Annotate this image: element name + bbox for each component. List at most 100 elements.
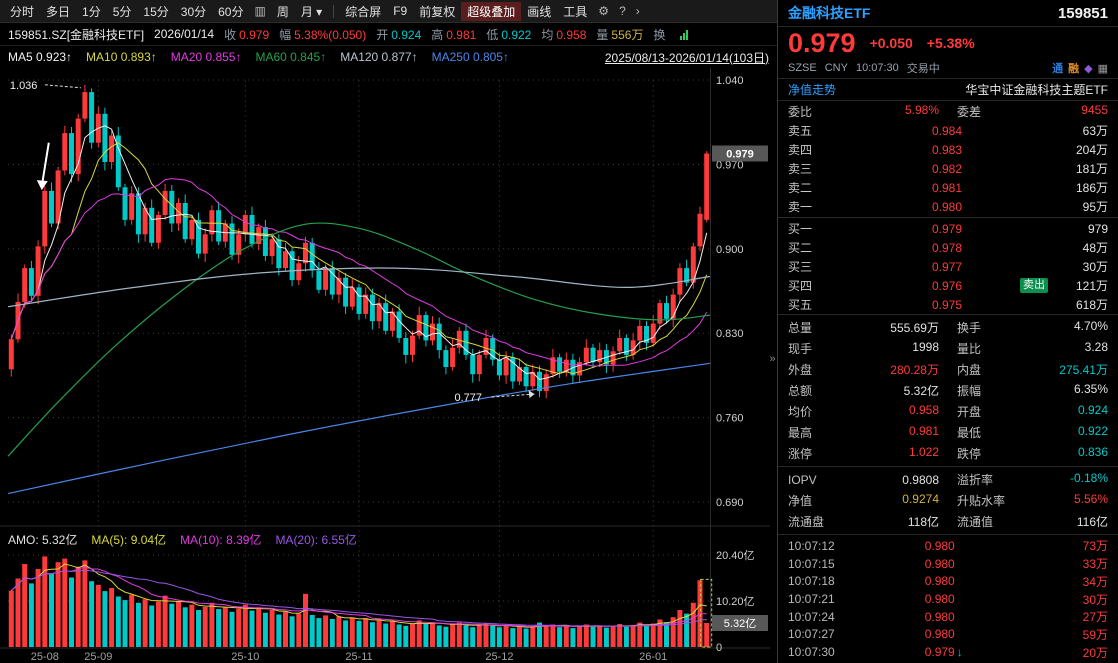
kline-period-icon[interactable]: ▥ (254, 4, 266, 18)
field-label: 量 (596, 27, 609, 42)
tick-row-0: 10:07:12 0.980 73万 (778, 537, 1118, 555)
menu-item-2[interactable]: 1分 (82, 4, 101, 19)
menu-item-14[interactable]: 超级叠加 (461, 1, 522, 21)
ob-level-label: 买一 (788, 222, 813, 236)
stat-value-总量: 555.69万 (890, 321, 939, 335)
ob-level-label: 买五 (788, 298, 813, 312)
menu-item-4[interactable]: 15分 (143, 4, 169, 19)
orderbook-ask-row-4[interactable]: 卖二 0.981 186万 (778, 178, 1118, 197)
amo-ma-label-1: MA(5): 9.04亿 (91, 532, 167, 547)
settings-gear-icon[interactable]: ⚙ (598, 4, 610, 18)
tick-row-1: 10:07:15 0.980 33万 (778, 555, 1118, 573)
menu-item-1[interactable]: 多日 (46, 4, 71, 19)
iopv-grid: IOPV 0.9808 溢折率 -0.18% 净值 0.9274 升贴水率 5.56% 流通盘 1… (778, 466, 1118, 534)
quote-info-bar: 159851.SZ[金融科技ETF] 2026/01/14 收 0.979 幅 5.3… (0, 23, 777, 46)
tick-row-2: 10:07:18 0.980 34万 (778, 572, 1118, 590)
stat-label-流通盘: 流通盘 (788, 515, 825, 529)
help-icon[interactable]: ? (619, 4, 626, 18)
collapse-panel-handle[interactable]: » (769, 353, 776, 365)
kline-chart[interactable]: 1.040 0.970 0.900 0.830 0.760 0.690 20.40亿 10.2… (0, 68, 777, 663)
orderbook-bid-row-3[interactable]: 买三 0.977 30万 (778, 257, 1118, 276)
layout-icon[interactable]: ▦ (1097, 62, 1108, 75)
stat-label-振幅: 振幅 (957, 384, 982, 398)
ob-price: 0.982 (931, 161, 962, 176)
trade-tick-list[interactable]: 10:07:12 0.980 73万 10:07:15 0.980 33万 10:07:18… (778, 534, 1118, 663)
stat-value-升贴水率: 5.56% (1073, 492, 1108, 506)
menu-item-16[interactable]: 工具 (563, 4, 588, 19)
menu-item-3[interactable]: 5分 (112, 4, 132, 19)
ob-level-label: 卖四 (788, 143, 813, 157)
orderbook-ask-row-2[interactable]: 卖四 0.983 204万 (778, 140, 1118, 159)
stat-value-量比: 3.28 (1084, 340, 1108, 354)
stat-value-振幅: 6.35% (1073, 382, 1108, 396)
orderbook-ask-row-1[interactable]: 卖五 0.984 63万 (778, 121, 1118, 140)
tick-row-3: 10:07:21 0.980 30万 (778, 590, 1118, 608)
fund-full-name: 华宝中证金融科技主题ETF (965, 83, 1108, 97)
field-value: 0.958 (556, 27, 587, 42)
field-label: 低 (486, 27, 499, 42)
menu-item-0[interactable]: 分时 (10, 4, 35, 19)
field-value: 556万 (611, 27, 644, 42)
date-range[interactable]: 2025/08/13-2026/01/14(103日) (604, 50, 769, 65)
quote-fields: 收 0.979 幅 5.38%(0.050) 开 0.924 高 0.981 低 0.922 均 0.… (224, 26, 668, 43)
ob-price: 0.983 (931, 142, 962, 157)
field-value: 5.38%(0.050) (294, 27, 367, 42)
stat-value-流通值: 116亿 (1076, 515, 1108, 529)
ob-level-label: 卖三 (788, 162, 813, 176)
kline-chart-area[interactable]: 1.040 0.970 0.900 0.830 0.760 0.690 20.40亿 10.2… (0, 68, 777, 663)
orderbook-ask-row-5[interactable]: 卖一 0.980 95万 (778, 197, 1118, 216)
stat-label-换手: 换手 (957, 321, 982, 335)
field-label: 均 (541, 27, 554, 42)
ob-price: 0.977 (931, 259, 962, 274)
tick-price: 0.980 (924, 592, 955, 607)
exchange-label: SZSE (788, 62, 817, 74)
field-value: 0.981 (446, 27, 477, 42)
weibi-value: 5.98% (904, 102, 939, 117)
stock-name[interactable]: 金融科技ETF (788, 5, 871, 21)
stock-symbol[interactable]: 159851.SZ[金融科技ETF] (8, 27, 145, 42)
tick-price: 0.980 (924, 627, 955, 642)
menu-item-9[interactable]: 月 ▾ (300, 4, 323, 19)
ob-volume: 121万 (1075, 279, 1108, 293)
menu-item-8[interactable]: 周 (276, 4, 289, 19)
stat-value-总额: 5.32亿 (903, 384, 939, 398)
quote-panel: 金融科技ETF 159851 0.979 +0.050 +5.38% SZSE … (778, 0, 1118, 663)
trading-status: 交易中 (906, 63, 940, 75)
stat-value-最高: 0.981 (908, 424, 939, 438)
ob-price: 0.980 (931, 199, 962, 214)
menu-item-12[interactable]: F9 (393, 4, 408, 18)
amo-legend: AMO: 5.32亿 MA(5): 9.04亿 MA(10): 8.39亿 MA(20… (8, 530, 357, 548)
stat-label-均价: 均价 (788, 405, 813, 419)
tick-time: 10:07:18 (788, 574, 835, 589)
ob-volume: 204万 (1075, 143, 1108, 157)
orderbook-bid-row-5[interactable]: 买五 0.975 618万 (778, 295, 1118, 314)
ma-legend-MA120: MA120 0.877↑ (340, 50, 418, 64)
quote-field-均: 均 0.958 (541, 26, 586, 43)
menu-item-15[interactable]: 画线 (527, 4, 552, 19)
stat-value-均价: 0.958 (908, 403, 939, 417)
orderbook-bid-row-2[interactable]: 买二 0.978 48万 (778, 238, 1118, 257)
svg-text:20.40亿: 20.40亿 (716, 549, 755, 562)
menu-item-5[interactable]: 30分 (180, 4, 207, 19)
menu-item-6[interactable]: 60分 (218, 4, 244, 19)
x-axis-labels: 25-08 25-09 25-10 25-11 25-12 26-01 (31, 651, 668, 663)
annotations-layer: 1.036 0.777 (10, 80, 535, 404)
tick-price: 0.980 (924, 574, 955, 589)
orderbook-bid-row-1[interactable]: 买一 0.979 979 (778, 219, 1118, 238)
weicha-label: 委差 (957, 104, 982, 119)
svg-text:0.830: 0.830 (716, 328, 744, 340)
nav-chart-link[interactable]: 净值走势 (788, 83, 837, 97)
ob-level-label: 卖二 (788, 181, 813, 195)
field-label: 高 (431, 27, 444, 42)
level2-icon[interactable]: ◆ (1084, 62, 1093, 75)
orderbook-ask-row-3[interactable]: 卖三 0.982 181万 (778, 159, 1118, 178)
amo-ma-label-2: MA(10): 8.39亿 (180, 532, 262, 547)
more-chevron-icon[interactable]: › (635, 4, 640, 18)
stats-row-0: 总量 555.69万 换手 4.70% (778, 317, 1118, 338)
menu-item-13[interactable]: 前复权 (419, 4, 456, 19)
menu-item-11[interactable]: 综合屏 (345, 4, 382, 19)
stat-label-现手: 现手 (788, 342, 813, 356)
orderbook-bid-row-4[interactable]: 买四 0.976 卖出 121万 (778, 276, 1118, 295)
tick-row-4: 10:07:24 0.980 27万 (778, 608, 1118, 626)
weibi-label: 委比 (788, 104, 813, 119)
